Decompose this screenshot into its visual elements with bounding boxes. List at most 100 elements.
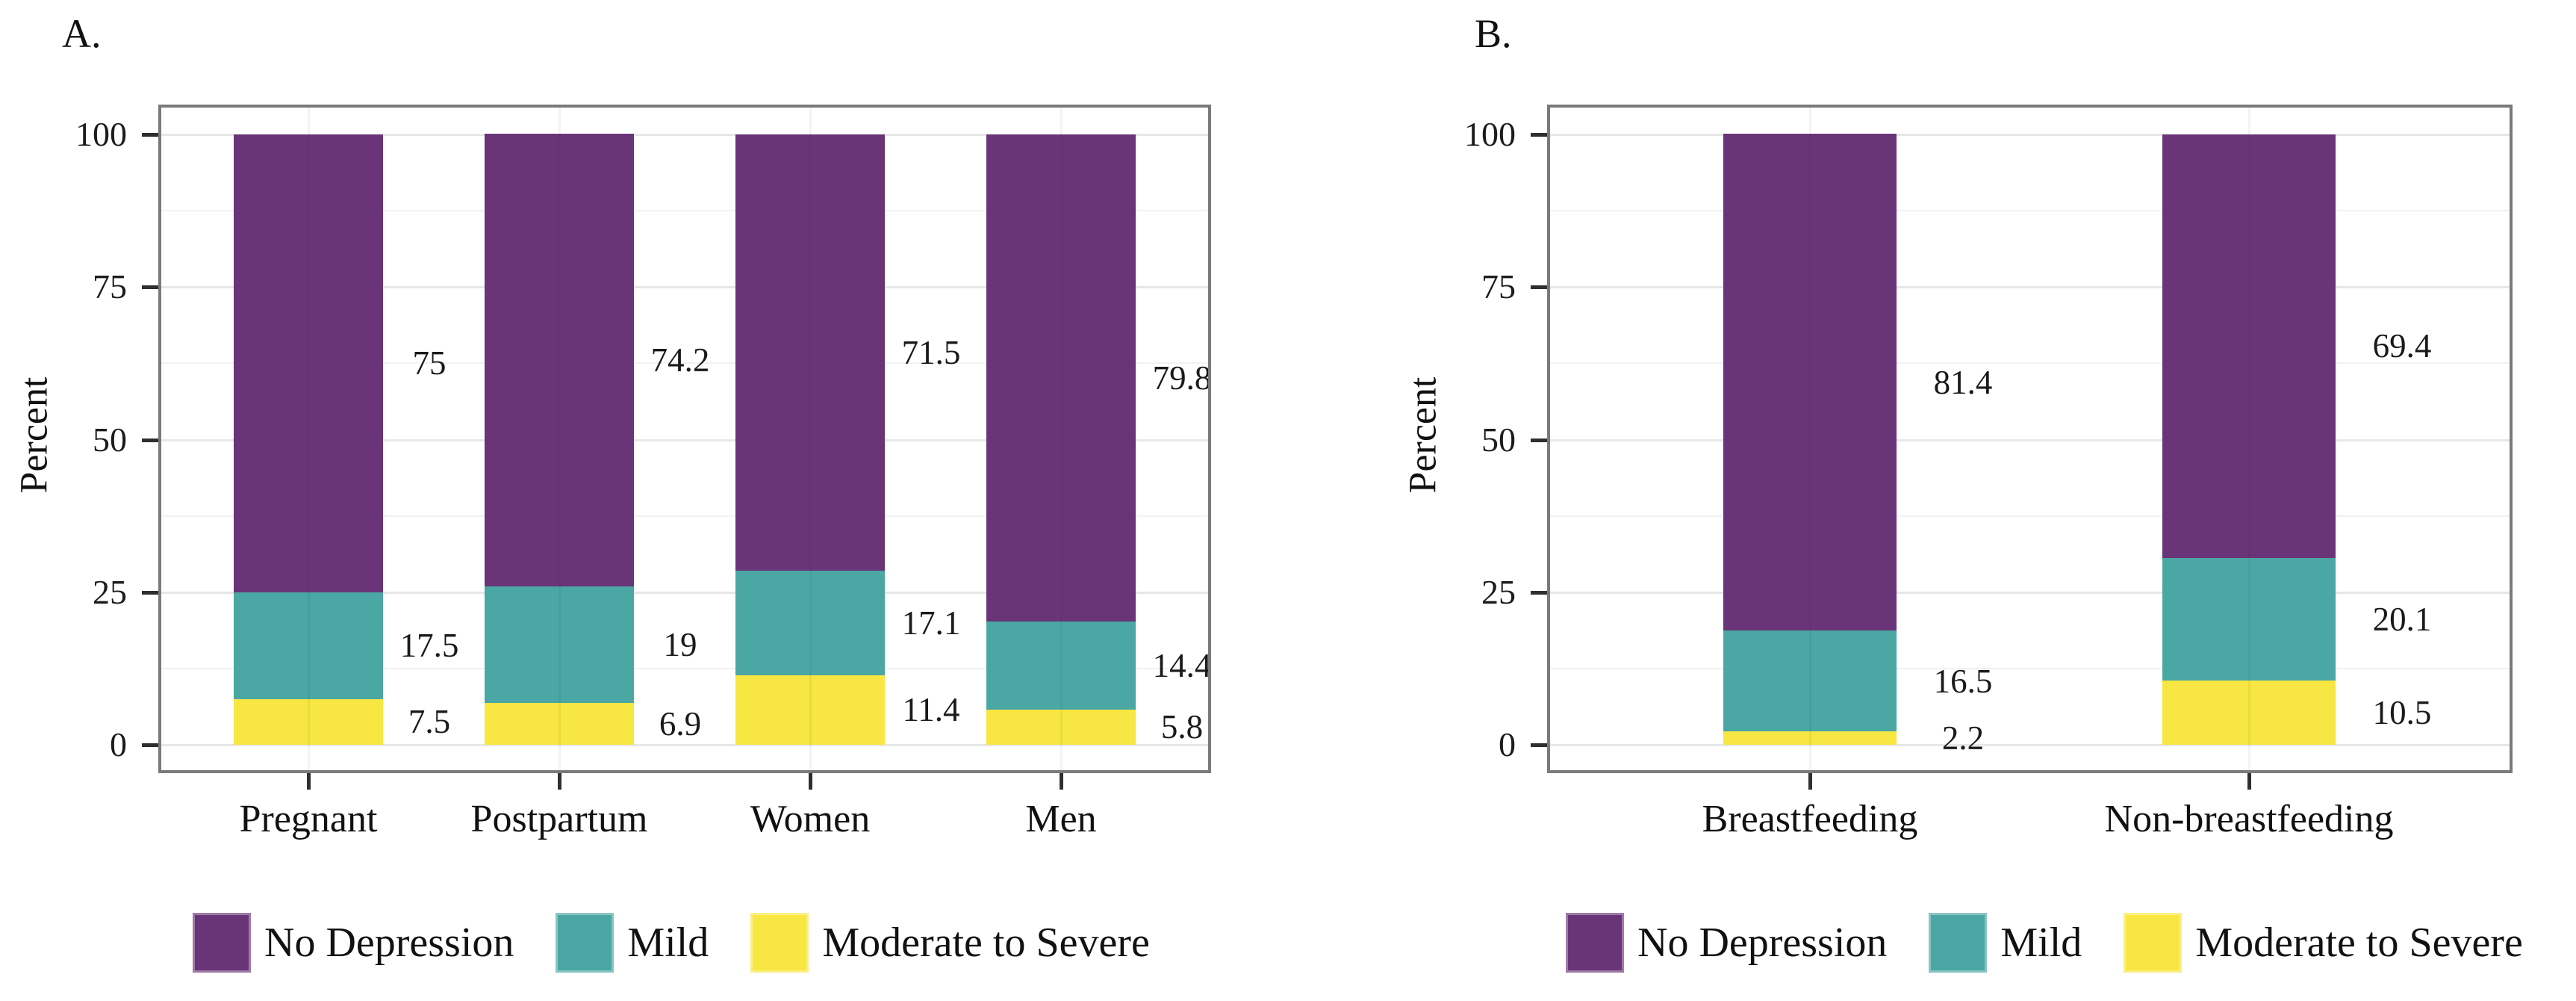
bar-value-label: 20.1 — [2372, 601, 2432, 639]
category-label: Non-breastfeeding — [2104, 798, 2394, 840]
legend-swatch — [1929, 913, 1988, 973]
y-tick-label: 75 — [1481, 267, 1516, 306]
bar-value-label: 10.5 — [2372, 694, 2432, 732]
h-gridline-major — [1547, 286, 2513, 289]
category-label: Men — [1025, 798, 1097, 840]
legend-item: No Depression — [1566, 913, 1887, 973]
legend-panel-a: No Depression Mild Moderate to Severe — [193, 913, 1150, 973]
h-gridline-major — [158, 591, 1211, 594]
v-gridline — [1060, 105, 1063, 773]
h-gridline-minor — [1547, 515, 2513, 517]
bar-value-label: 11.4 — [902, 691, 960, 729]
y-tick-label: 0 — [110, 725, 127, 763]
bar-segment-mild — [485, 586, 634, 703]
category-label: Breastfeeding — [1702, 798, 1918, 840]
legend-label: Mild — [2000, 920, 2082, 966]
bar-value-label: 17.5 — [399, 627, 459, 665]
y-tick — [142, 133, 158, 137]
y-tick — [1531, 438, 1547, 442]
y-tick — [142, 590, 158, 595]
bar-segment-no-depression — [234, 134, 383, 592]
bar-value-label: 71.5 — [901, 334, 961, 372]
panel-label-b: B. — [1475, 11, 1512, 56]
bar-segment-no-depression — [485, 134, 634, 587]
h-gridline-minor — [158, 210, 1211, 212]
plot-frame — [158, 105, 1211, 773]
category-label: Postpartum — [470, 798, 648, 840]
bar-segment-mild — [2162, 557, 2336, 681]
bar-value-label: 81.4 — [1933, 363, 1993, 401]
bar-segment-moderate-to-severe — [234, 698, 383, 745]
bar-value-label: 2.2 — [1941, 719, 1985, 757]
h-gridline-minor — [158, 362, 1211, 365]
y-tick-label: 100 — [1464, 115, 1516, 153]
bar-segment-moderate-to-severe — [986, 709, 1136, 745]
v-gridline — [809, 105, 812, 773]
h-gridline-major — [1547, 438, 2513, 441]
h-gridline-major — [158, 744, 1211, 746]
panel-label-a: A. — [62, 11, 102, 56]
bar-segment-no-depression — [1723, 134, 1897, 631]
y-tick — [142, 285, 158, 290]
bar-segment-mild — [986, 621, 1136, 710]
axis-title-percent: Percent — [13, 376, 56, 493]
x-tick — [307, 773, 311, 790]
y-tick — [1531, 133, 1547, 137]
legend-label: No Depression — [1637, 920, 1888, 966]
v-gridline — [2248, 105, 2250, 773]
y-tick — [142, 743, 158, 747]
legend-item: Mild — [556, 913, 709, 973]
h-gridline-minor — [158, 515, 1211, 517]
h-gridline-major — [158, 438, 1211, 441]
h-gridline-minor — [1547, 362, 2513, 365]
x-tick — [558, 773, 561, 790]
bar-value-label: 6.9 — [659, 704, 702, 743]
bar-value-label: 16.5 — [1933, 662, 1993, 700]
y-tick — [1531, 590, 1547, 595]
y-tick-label: 100 — [75, 115, 127, 153]
v-gridline — [1809, 105, 1811, 773]
h-gridline-major — [158, 134, 1211, 136]
legend-swatch — [556, 913, 615, 973]
bar-value-label: 14.4 — [1152, 646, 1212, 684]
plot-frame — [1547, 105, 2513, 773]
legend-item: No Depression — [193, 913, 514, 973]
legend-item: Moderate to Severe — [2124, 913, 2523, 973]
legend-swatch — [2124, 913, 2183, 973]
bar-value-label: 17.1 — [901, 604, 961, 642]
h-gridline-minor — [1547, 667, 2513, 669]
bar-segment-mild — [735, 571, 885, 675]
legend-panel-b: No Depression Mild Moderate to Severe — [1566, 913, 2523, 973]
v-gridline — [308, 105, 310, 773]
bar-value-label: 79.8 — [1152, 359, 1212, 397]
legend-swatch — [750, 913, 809, 973]
h-gridline-major — [1547, 134, 2513, 136]
bar-segment-no-depression — [735, 134, 885, 571]
bar-segment-no-depression — [986, 134, 1136, 622]
v-gridline — [559, 105, 561, 773]
x-tick — [2247, 773, 2251, 790]
x-tick — [809, 773, 812, 790]
bar-segment-mild — [1723, 630, 1897, 732]
h-gridline-minor — [1547, 210, 2513, 212]
h-gridline-major — [158, 286, 1211, 289]
legend-label: No Depression — [264, 920, 514, 966]
bar-segment-moderate-to-severe — [485, 702, 634, 745]
bar-value-label: 74.2 — [650, 341, 710, 379]
y-tick-label: 50 — [93, 420, 127, 459]
legend-label: Moderate to Severe — [822, 920, 1150, 966]
bar-segment-moderate-to-severe — [2162, 681, 2336, 745]
legend-label: Mild — [627, 920, 709, 966]
legend-swatch — [1566, 913, 1624, 973]
bar-value-label: 7.5 — [408, 703, 451, 741]
bar-value-label: 75 — [412, 344, 447, 382]
bar-segment-moderate-to-severe — [1723, 731, 1897, 745]
y-tick — [1531, 743, 1547, 747]
h-gridline-major — [1547, 591, 2513, 594]
legend-item: Moderate to Severe — [750, 913, 1150, 973]
bar-value-label: 5.8 — [1160, 708, 1204, 746]
legend-label: Moderate to Severe — [2195, 920, 2523, 966]
category-label: Pregnant — [239, 798, 378, 840]
y-tick-label: 25 — [93, 572, 127, 611]
